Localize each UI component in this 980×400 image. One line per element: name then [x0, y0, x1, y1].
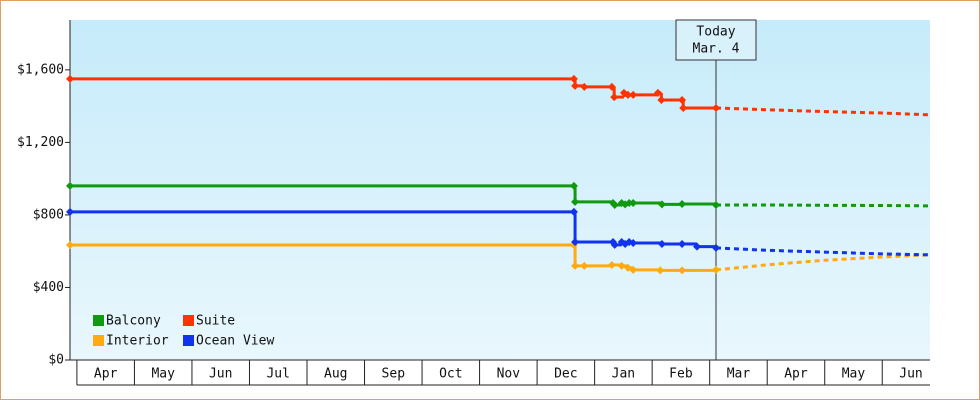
legend-label: Interior: [106, 334, 169, 349]
x-tick-label: Apr: [784, 367, 808, 382]
price-marker: [569, 74, 578, 83]
y-tick-label: $1,200: [17, 135, 64, 150]
x-tick-label: Jan: [612, 367, 635, 382]
price-marker: [571, 237, 580, 246]
price-marker: [712, 243, 721, 252]
price-marker: [66, 181, 74, 190]
price-marker: [657, 239, 666, 248]
price-marker: [712, 265, 721, 274]
price-marker: [617, 261, 626, 270]
price-marker: [610, 200, 619, 209]
x-tick-label: May: [151, 367, 175, 382]
x-tick-label: Mar: [727, 367, 751, 382]
price-marker: [629, 198, 638, 207]
price-marker: [580, 261, 589, 270]
legend-swatch: [183, 335, 194, 346]
price-marker: [657, 95, 666, 104]
price-marker: [623, 90, 632, 99]
x-tick-label: Nov: [497, 367, 521, 382]
forecast-line: [715, 253, 931, 272]
price-marker: [625, 198, 634, 207]
price-marker: [607, 260, 616, 269]
price-marker: [66, 74, 74, 83]
price-marker: [629, 265, 638, 274]
price-marker: [629, 90, 638, 99]
price-marker: [607, 82, 616, 91]
x-tick-label: Jun: [899, 367, 922, 382]
price-marker: [678, 266, 687, 275]
legend-label: Balcony: [106, 314, 161, 329]
x-tick-label: Sep: [382, 367, 406, 382]
price-marker: [571, 197, 580, 206]
today-box: [675, 19, 757, 61]
price-marker: [569, 207, 578, 216]
price-marker: [657, 200, 666, 209]
price-marker: [569, 181, 578, 190]
legend-swatch: [93, 335, 104, 346]
plot-area: [70, 20, 930, 360]
legend-label: Ocean View: [196, 334, 274, 349]
legend-swatch: [93, 315, 104, 326]
today-label: Today: [696, 25, 735, 40]
price-marker: [678, 239, 687, 248]
price-marker: [678, 200, 687, 209]
price-marker: [693, 242, 702, 251]
price-marker: [629, 239, 638, 248]
x-tick-label: Feb: [669, 367, 693, 382]
today-label: Mar. 4: [693, 42, 740, 57]
price-marker: [656, 266, 665, 275]
price-marker: [66, 207, 74, 216]
x-tick-label: Jun: [209, 367, 232, 382]
price-marker: [653, 88, 662, 97]
x-tick-label: Apr: [94, 367, 118, 382]
x-tick-label: Oct: [439, 367, 462, 382]
price-marker: [571, 81, 580, 90]
price-marker: [712, 200, 721, 209]
forecast-line: [715, 106, 931, 117]
x-tick-label: May: [842, 367, 866, 382]
y-tick-label: $0: [48, 353, 64, 368]
price-marker: [66, 241, 74, 250]
price-marker: [679, 103, 688, 112]
price-marker: [678, 95, 687, 104]
forecast-line: [715, 246, 931, 257]
y-tick-label: $400: [33, 280, 64, 295]
price-marker: [712, 103, 721, 112]
legend-swatch: [183, 315, 194, 326]
legend-label: Suite: [196, 314, 235, 329]
y-tick-label: $1,600: [17, 62, 64, 77]
y-tick-label: $800: [33, 207, 64, 222]
price-marker: [571, 261, 580, 270]
price-marker: [610, 240, 619, 249]
x-tick-label: Dec: [554, 367, 577, 382]
forecast-line: [716, 203, 931, 208]
price-marker: [580, 82, 589, 91]
x-tick-label: Aug: [324, 367, 347, 382]
price-marker: [610, 93, 619, 102]
x-tick-label: Jul: [266, 367, 289, 382]
